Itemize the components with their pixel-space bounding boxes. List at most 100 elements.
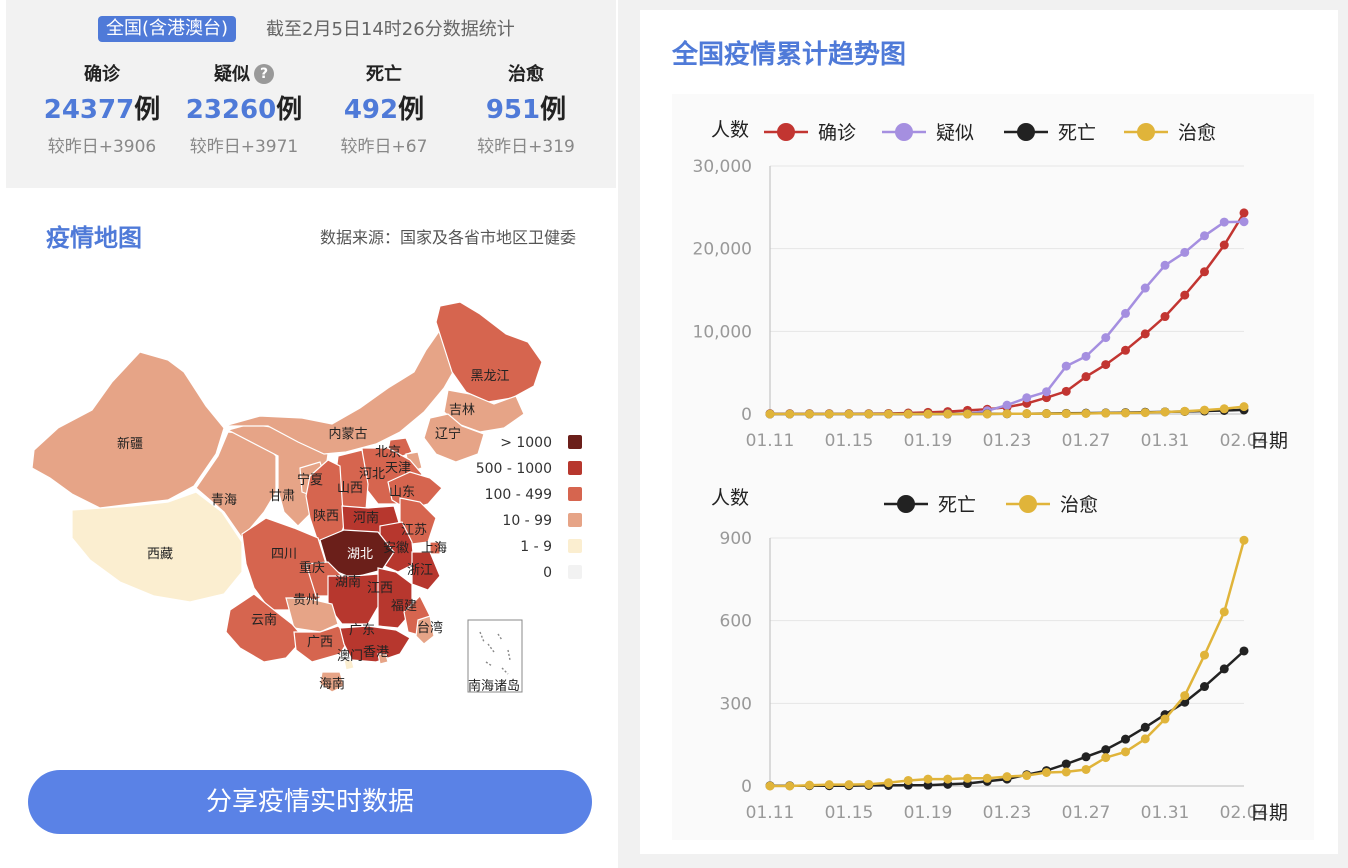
series-e79691e4bcbc[interactable]: [765, 217, 1249, 419]
map-region-e5b9bfe4b89c[interactable]: [339, 625, 411, 663]
data-point[interactable]: [903, 775, 913, 785]
trend-chart-1[interactable]: 人数 确诊 疑似 死亡 治愈 0 10,000 20,000 30,000 01.11 01.15 0…: [693, 119, 1289, 452]
data-point[interactable]: [785, 409, 795, 419]
data-point[interactable]: [765, 781, 775, 791]
data-point[interactable]: [864, 409, 874, 419]
data-point[interactable]: [1180, 406, 1190, 416]
data-point[interactable]: [1200, 682, 1209, 692]
data-point[interactable]: [844, 409, 854, 419]
data-point[interactable]: [844, 780, 854, 790]
data-point[interactable]: [963, 409, 972, 419]
legend-item-e6adbbe4baa1[interactable]: 死亡: [884, 494, 976, 516]
data-point[interactable]: [1002, 409, 1012, 419]
data-point[interactable]: [1239, 646, 1249, 656]
map-region-e4b88ae6b5b7[interactable]: [429, 541, 441, 555]
data-point[interactable]: [1140, 722, 1150, 732]
data-point[interactable]: [1140, 329, 1150, 339]
data-point[interactable]: [1219, 607, 1229, 617]
data-point[interactable]: [1239, 208, 1249, 218]
data-point[interactable]: [1160, 714, 1170, 724]
data-point[interactable]: [1140, 734, 1150, 744]
legend-swatch[interactable]: [568, 565, 582, 579]
series-e6adbbe4baa1[interactable]: [765, 646, 1249, 791]
data-point[interactable]: [1140, 408, 1150, 418]
data-point[interactable]: [1101, 753, 1111, 763]
data-point[interactable]: [1081, 764, 1091, 774]
data-point[interactable]: [982, 409, 992, 419]
legend-item-e79691e4bcbc[interactable]: 疑似: [882, 122, 974, 144]
data-point[interactable]: [1219, 240, 1229, 250]
data-point[interactable]: [1022, 393, 1032, 403]
help-icon[interactable]: ?: [254, 64, 274, 84]
data-point[interactable]: [1239, 217, 1249, 227]
data-point[interactable]: [1101, 745, 1111, 755]
data-point[interactable]: [1042, 767, 1051, 777]
data-point[interactable]: [1140, 283, 1150, 293]
data-point[interactable]: [884, 778, 893, 788]
data-point[interactable]: [1022, 771, 1032, 781]
data-point[interactable]: [1160, 260, 1170, 270]
legend-item-e6b2bbe68488[interactable]: 治愈: [1124, 122, 1216, 144]
data-point[interactable]: [1200, 405, 1209, 415]
series-e6b2bbe68488[interactable]: [765, 402, 1249, 419]
trend-chart-2[interactable]: 人数 死亡 治愈 0 300 600 900 01.11 01.15 01.19 01.23 01.2…: [711, 487, 1288, 824]
data-point[interactable]: [1042, 387, 1051, 397]
data-point[interactable]: [1200, 267, 1209, 277]
data-point[interactable]: [963, 773, 972, 783]
legend-swatch[interactable]: [568, 487, 582, 501]
map-region-e99d92e6b5b7[interactable]: [195, 431, 277, 539]
legend-swatch[interactable]: [568, 461, 582, 475]
data-point[interactable]: [1061, 767, 1071, 777]
data-point[interactable]: [824, 780, 834, 790]
data-point[interactable]: [1200, 650, 1209, 660]
map-region-e6b5b7e58d97[interactable]: [319, 671, 345, 693]
data-point[interactable]: [1002, 400, 1012, 410]
data-point[interactable]: [1219, 664, 1229, 674]
data-point[interactable]: [1180, 691, 1190, 701]
map-region-e6beb3e997a8[interactable]: [343, 659, 355, 671]
legend-item-e6adbbe4baa1[interactable]: 死亡: [1004, 122, 1096, 144]
region-badge[interactable]: 全国(含港澳台): [98, 16, 237, 42]
data-point[interactable]: [1239, 535, 1249, 545]
data-point[interactable]: [943, 409, 953, 419]
map-region-e696b0e79686[interactable]: [31, 351, 225, 509]
share-button[interactable]: 分享疫情实时数据: [28, 770, 592, 834]
data-point[interactable]: [1180, 290, 1190, 300]
legend-swatch[interactable]: [568, 539, 582, 553]
data-point[interactable]: [903, 409, 913, 419]
legend-item-e7a1aee8af8a[interactable]: 确诊: [764, 122, 856, 144]
data-point[interactable]: [1061, 361, 1071, 371]
data-point[interactable]: [1061, 759, 1071, 769]
data-point[interactable]: [982, 773, 992, 783]
data-point[interactable]: [1081, 372, 1091, 382]
data-point[interactable]: [864, 779, 874, 789]
data-point[interactable]: [805, 780, 814, 790]
map-region-e4ba91e58d97[interactable]: [225, 593, 305, 663]
data-point[interactable]: [1081, 351, 1091, 361]
data-point[interactable]: [1200, 231, 1209, 241]
data-point[interactable]: [1081, 409, 1091, 419]
data-point[interactable]: [765, 409, 775, 419]
data-point[interactable]: [923, 409, 933, 419]
data-point[interactable]: [1219, 217, 1229, 227]
map-region-e6b599e6b19f[interactable]: [411, 551, 441, 591]
data-point[interactable]: [1160, 407, 1170, 417]
data-point[interactable]: [1061, 409, 1071, 419]
data-point[interactable]: [1219, 404, 1229, 414]
data-point[interactable]: [1042, 409, 1051, 419]
legend-item-e6b2bbe68488[interactable]: 治愈: [1006, 494, 1098, 516]
data-point[interactable]: [805, 409, 814, 419]
data-point[interactable]: [1121, 734, 1130, 744]
data-point[interactable]: [923, 774, 933, 784]
data-point[interactable]: [1081, 752, 1091, 762]
map-region-e9a699e6b8af[interactable]: [377, 653, 389, 665]
data-point[interactable]: [1160, 312, 1170, 322]
data-point[interactable]: [1180, 247, 1190, 257]
data-point[interactable]: [1121, 747, 1130, 757]
map-region-e8bebde5ae81[interactable]: [423, 413, 485, 463]
data-point[interactable]: [1002, 772, 1012, 782]
data-point[interactable]: [1101, 333, 1111, 343]
